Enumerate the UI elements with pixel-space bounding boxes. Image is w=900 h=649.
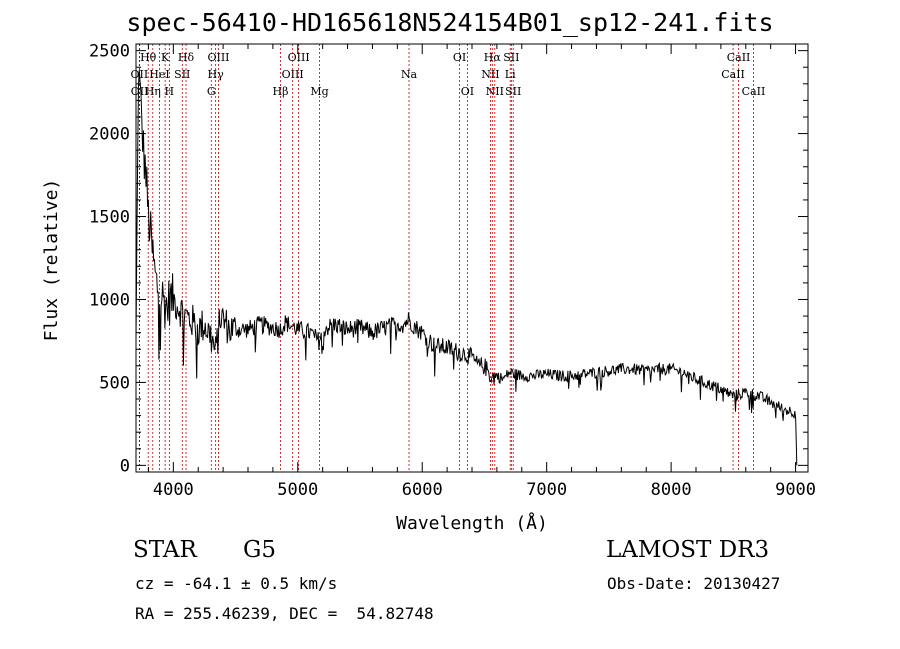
spectrum-series-line	[135, 69, 798, 466]
line-markers	[138, 44, 754, 472]
line-label-16: Na	[401, 68, 418, 81]
y-axis-label: Flux (relative)	[41, 179, 62, 342]
y-tick-label-0: 0	[120, 456, 130, 476]
line-label-25: CaII	[721, 68, 745, 81]
observation-date: Obs-Date: 20130427	[607, 574, 781, 593]
line-label-19: NII	[481, 68, 499, 81]
y-tick-label-2500: 2500	[89, 42, 130, 62]
line-label-2: Hθ	[140, 51, 157, 64]
line-label-27: CaII	[742, 85, 766, 98]
x-tick-label-6000: 6000	[402, 480, 443, 500]
line-label-24: SII	[505, 85, 521, 98]
axes-frame	[135, 43, 809, 473]
x-tick-label-5000: 5000	[277, 480, 318, 500]
x-tick-label-4000: 4000	[153, 480, 194, 500]
line-label-22: Li	[505, 68, 516, 81]
line-label-20: Hα	[484, 51, 502, 64]
line-label-1: OII	[131, 85, 149, 98]
line-label-17: OI	[453, 51, 466, 64]
axis-ticks: 4000 5000 6000 7000 8000 9000 0 500 1000 1500 2000…	[89, 42, 816, 500]
line-label-26: CaII	[727, 51, 751, 64]
chart-title: spec-56410-HD165618N524154B01_sp12-241.f…	[126, 8, 774, 37]
coordinates: RA = 255.46239, DEC = 54.82748	[135, 604, 434, 623]
line-label-7: SII	[174, 68, 190, 81]
line-label-15: Mg	[310, 85, 328, 98]
x-axis-label: Wavelength (Å)	[396, 512, 548, 534]
line-label-4: HeI	[149, 68, 169, 81]
y-tick-label-1500: 1500	[89, 208, 130, 228]
line-label-18: OI	[461, 85, 474, 98]
line-label-8: Hδ	[178, 51, 195, 64]
line-label-10: Hγ	[208, 68, 225, 81]
line-label-12: Hβ	[273, 85, 289, 98]
line-label-6: H	[165, 85, 175, 98]
line-label-13: OIII	[282, 68, 304, 81]
object-class: STAR	[133, 537, 197, 563]
y-tick-label-1000: 1000	[89, 290, 130, 310]
redshift-velocity: cz = -64.1 ± 0.5 km/s	[135, 574, 338, 593]
line-label-5: K	[161, 51, 170, 64]
y-tick-label-500: 500	[99, 373, 130, 393]
survey-name: LAMOST DR3	[606, 537, 770, 563]
line-label-9: G	[207, 85, 216, 98]
y-tick-label-2000: 2000	[89, 125, 130, 145]
x-tick-label-7000: 7000	[526, 480, 567, 500]
x-tick-label-8000: 8000	[651, 480, 692, 500]
x-tick-label-9000: 9000	[775, 480, 816, 500]
line-label-3: Hη	[145, 85, 161, 98]
line-labels: OIIOIIHθHηHeIKHSIIHδGHγOIIIHβOIIIOIIIMgN…	[131, 51, 766, 98]
line-label-11: OIII	[207, 51, 229, 64]
line-label-21: NII	[486, 85, 504, 98]
line-label-14: OIII	[288, 51, 310, 64]
subclass: G5	[243, 537, 277, 563]
line-label-23: SII	[503, 51, 519, 64]
